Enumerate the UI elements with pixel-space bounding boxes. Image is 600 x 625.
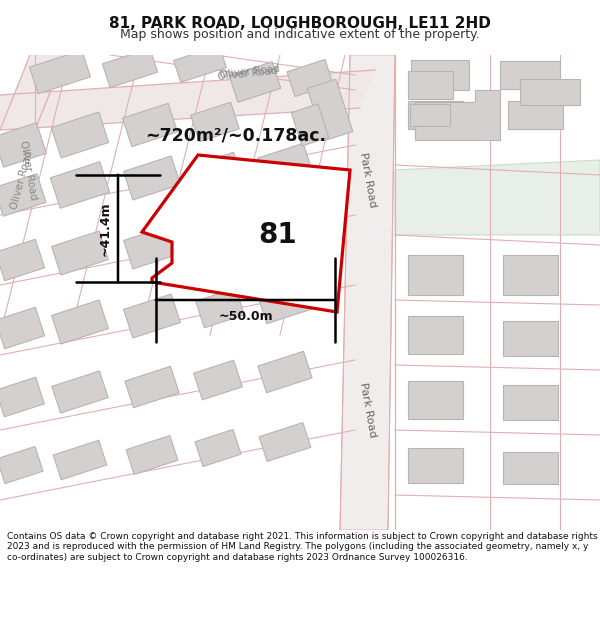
Polygon shape [0,239,44,281]
Polygon shape [0,308,44,349]
Polygon shape [53,440,107,480]
Polygon shape [0,55,65,130]
Polygon shape [29,50,91,94]
Polygon shape [103,48,158,88]
Polygon shape [287,59,333,96]
Text: ~50.0m: ~50.0m [218,310,273,323]
Text: 81, PARK ROAD, LOUGHBOROUGH, LE11 2HD: 81, PARK ROAD, LOUGHBOROUGH, LE11 2HD [109,16,491,31]
Polygon shape [415,90,500,140]
Text: Contains OS data © Crown copyright and database right 2021. This information is : Contains OS data © Crown copyright and d… [7,532,598,562]
Text: Map shows position and indicative extent of the property.: Map shows position and indicative extent… [120,28,480,41]
Polygon shape [257,281,313,324]
Polygon shape [520,79,580,105]
Polygon shape [126,436,178,474]
Polygon shape [407,255,463,295]
Polygon shape [142,155,350,312]
Polygon shape [407,101,463,129]
Polygon shape [258,351,312,392]
Polygon shape [503,452,557,484]
Polygon shape [259,422,311,461]
Polygon shape [257,143,313,187]
Polygon shape [508,101,563,129]
Polygon shape [229,62,281,102]
Polygon shape [410,104,450,126]
Polygon shape [411,60,469,90]
Polygon shape [196,288,244,328]
Polygon shape [395,160,600,235]
Polygon shape [340,55,395,530]
Polygon shape [291,104,329,146]
Polygon shape [194,360,242,400]
Polygon shape [0,123,46,167]
Polygon shape [307,79,353,141]
Polygon shape [52,231,109,275]
Polygon shape [196,220,244,260]
Polygon shape [503,255,557,295]
Polygon shape [125,366,179,408]
Polygon shape [500,61,560,89]
Text: Oliver Road: Oliver Road [220,64,281,80]
Polygon shape [52,300,109,344]
Polygon shape [0,446,43,484]
Text: Park Road: Park Road [358,152,378,208]
Polygon shape [124,156,181,200]
Text: Oliver Road: Oliver Road [217,66,278,82]
Text: Park Road: Park Road [358,382,378,438]
Polygon shape [173,46,226,82]
Polygon shape [0,70,375,130]
Polygon shape [407,316,463,354]
Text: 81: 81 [259,221,298,249]
Polygon shape [122,103,178,147]
Polygon shape [257,213,313,257]
Polygon shape [503,321,557,356]
Polygon shape [407,448,463,482]
Text: Oliver Road: Oliver Road [10,149,35,211]
Polygon shape [0,378,44,417]
Text: ~41.4m: ~41.4m [99,201,112,256]
Polygon shape [191,102,239,142]
Polygon shape [194,152,242,192]
Polygon shape [52,371,108,413]
Polygon shape [124,294,181,338]
Text: ~720m²/~0.178ac.: ~720m²/~0.178ac. [145,127,326,145]
Polygon shape [51,112,109,158]
Polygon shape [50,162,110,208]
Polygon shape [407,381,463,419]
Polygon shape [407,71,452,99]
Polygon shape [195,429,241,466]
Text: Oliver Road: Oliver Road [18,139,38,201]
Polygon shape [503,384,557,419]
Polygon shape [0,174,46,216]
Polygon shape [124,225,181,269]
